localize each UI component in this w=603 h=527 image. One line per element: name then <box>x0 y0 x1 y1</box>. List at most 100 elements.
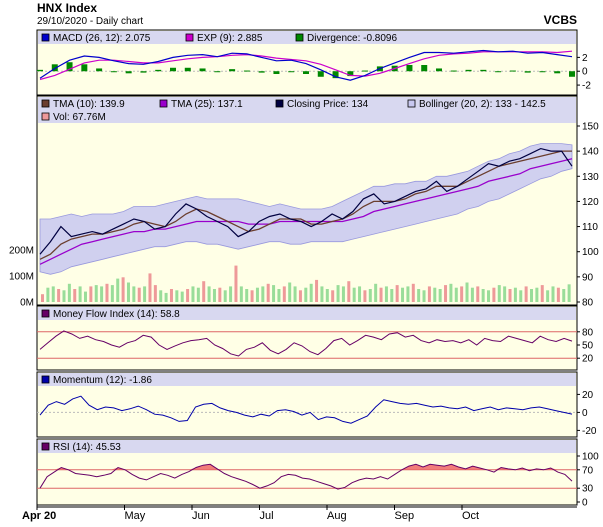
panel-rsi: RSI (14): 45.53 100 70 30 0 <box>36 438 599 509</box>
volume-bar <box>567 284 571 302</box>
volume-bar <box>497 285 501 302</box>
volume-bar <box>465 282 469 302</box>
volume-bar <box>57 289 61 302</box>
volume-bar <box>390 289 394 302</box>
volume-bar <box>358 286 362 302</box>
divergence-bar <box>450 70 457 72</box>
volume-bar <box>234 265 238 302</box>
volume-bar <box>395 285 399 302</box>
volume-bar <box>137 287 141 302</box>
volume-bar <box>551 286 555 302</box>
divergence-bar <box>465 69 472 72</box>
divergence-bar <box>436 68 442 72</box>
volume-bar <box>331 290 335 302</box>
volume-tick-label: 200M <box>9 246 34 257</box>
volume-bar <box>508 289 512 302</box>
legend-label: TMA (10): 139.9 <box>53 99 125 110</box>
divergence-bar <box>421 65 428 72</box>
y-tick-label: 130 <box>582 172 599 183</box>
volume-bar <box>487 290 491 302</box>
y-tick-label: 100 <box>582 247 599 258</box>
volume-bar <box>347 281 351 302</box>
panel-price-background <box>36 95 578 306</box>
volume-tick-label: 100M <box>9 272 34 283</box>
legend-swatch <box>41 375 50 384</box>
divergence-bar <box>524 71 531 73</box>
volume-bar <box>255 287 259 302</box>
volume-bar <box>202 281 206 302</box>
volume-bar <box>427 286 431 302</box>
volume-bar <box>186 289 190 302</box>
volume-bar <box>352 287 356 302</box>
divergence-bar <box>539 71 546 73</box>
divergence-bar <box>273 71 280 74</box>
volume-bar <box>481 289 485 302</box>
volume-bar <box>298 290 302 302</box>
volume-bar <box>153 285 157 302</box>
volume-bar <box>148 273 152 302</box>
volume-bar <box>379 287 383 302</box>
y-tick-label: 70 <box>582 465 594 476</box>
volume-bar <box>460 286 464 302</box>
panel-macd-legend-bar <box>38 31 576 44</box>
volume-bar <box>266 283 270 302</box>
x-tick-label: Aug <box>327 510 347 522</box>
volume-bar <box>277 289 281 302</box>
x-axis: Apr 20 May Jun Jul Aug Sep Oct <box>22 505 577 522</box>
legend-label: Money Flow Index (14): 58.8 <box>53 309 180 320</box>
volume-bar <box>363 290 367 302</box>
y-tick-label: -2 <box>582 81 591 92</box>
y-tick-label: 20 <box>582 354 594 365</box>
volume-bar <box>315 279 319 302</box>
volume-bar <box>325 289 329 302</box>
divergence-bar <box>170 67 176 72</box>
volume-bar <box>67 283 71 302</box>
legend-swatch <box>295 33 304 42</box>
divergence-bar <box>110 71 117 73</box>
volume-bar <box>261 286 265 302</box>
divergence-bar <box>362 70 369 72</box>
volume-bar <box>100 286 104 302</box>
volume-bar <box>503 286 507 302</box>
y-tick-label: 80 <box>582 298 594 309</box>
panel-price-legend-bar <box>38 97 576 123</box>
volume-bar <box>288 282 292 302</box>
volume-bar <box>110 285 114 302</box>
volume-bar <box>83 291 87 302</box>
divergence-bar <box>66 62 73 72</box>
volume-bar <box>374 283 378 302</box>
volume-bar <box>454 287 458 302</box>
volume-bar <box>449 283 453 302</box>
bollinger-band <box>39 143 573 275</box>
volume-bar <box>320 286 324 302</box>
volume-bar <box>535 287 539 302</box>
volume-bar <box>433 287 437 302</box>
volume-bar <box>368 289 372 302</box>
x-tick-label: Apr 20 <box>22 510 56 522</box>
divergence-bar <box>509 70 516 72</box>
legend-swatch <box>41 33 50 42</box>
volume-bar <box>180 291 184 302</box>
volume-bar <box>293 286 297 302</box>
volume-bar <box>411 283 415 302</box>
divergence-bar <box>554 71 561 74</box>
volume-bar <box>41 294 44 302</box>
volume-bar <box>78 286 82 302</box>
x-tick-label: May <box>125 510 146 522</box>
volume-bar <box>169 289 173 302</box>
volume-bar <box>164 292 168 302</box>
volume-bar <box>438 289 442 302</box>
divergence-bar <box>81 64 88 72</box>
volume-bar <box>384 286 388 302</box>
volume-bar <box>191 286 195 302</box>
volume-bar <box>94 285 98 302</box>
volume-bar <box>309 283 313 302</box>
legend-swatch <box>41 442 50 451</box>
divergence-bar <box>51 64 58 72</box>
macd-line <box>39 49 573 81</box>
x-tick-label: Jul <box>260 510 274 522</box>
volume-bar <box>540 285 544 302</box>
momentum-line <box>39 395 573 424</box>
y-tick-label: 120 <box>582 197 599 208</box>
tma10-line <box>39 150 572 260</box>
